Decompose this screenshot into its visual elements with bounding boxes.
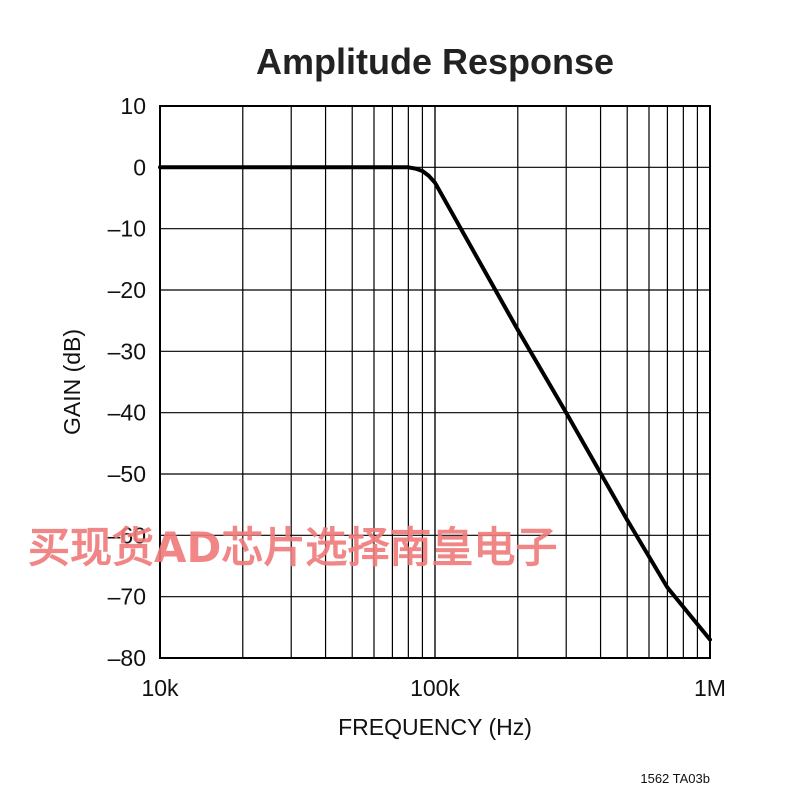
y-tick-label: –50 xyxy=(108,461,146,487)
x-tick-label: 1M xyxy=(694,675,726,701)
chart-series xyxy=(158,165,712,642)
y-tick-labels: 10 0 –10 –20 –30 –40 –50 –60 –70 –80 xyxy=(108,93,146,671)
watermark: 买现货AD芯片选择南皇电子 xyxy=(28,523,557,572)
x-axis-label: FREQUENCY (Hz) xyxy=(338,714,532,740)
y-tick-label: –40 xyxy=(108,400,146,426)
y-tick-label: –60 xyxy=(108,522,146,548)
y-tick-label: –70 xyxy=(108,584,146,610)
x-tick-labels: 10k 100k 1M xyxy=(141,675,726,701)
plot-frame xyxy=(159,105,711,659)
chart-grid xyxy=(159,105,711,659)
y-tick-label: –80 xyxy=(108,645,146,671)
y-tick-label: 10 xyxy=(120,93,146,119)
y-tick-label: –20 xyxy=(108,277,146,303)
y-tick-label: –30 xyxy=(108,338,146,364)
x-tick-label: 10k xyxy=(141,675,179,701)
chart-title: Amplitude Response xyxy=(256,41,614,82)
x-tick-label: 100k xyxy=(410,675,460,701)
y-tick-label: 0 xyxy=(133,154,146,180)
figure-footnote: 1562 TA03b xyxy=(640,771,710,786)
y-axis-label: GAIN (dB) xyxy=(59,329,85,435)
y-tick-label: –10 xyxy=(108,216,146,242)
gain-curve xyxy=(158,165,712,642)
